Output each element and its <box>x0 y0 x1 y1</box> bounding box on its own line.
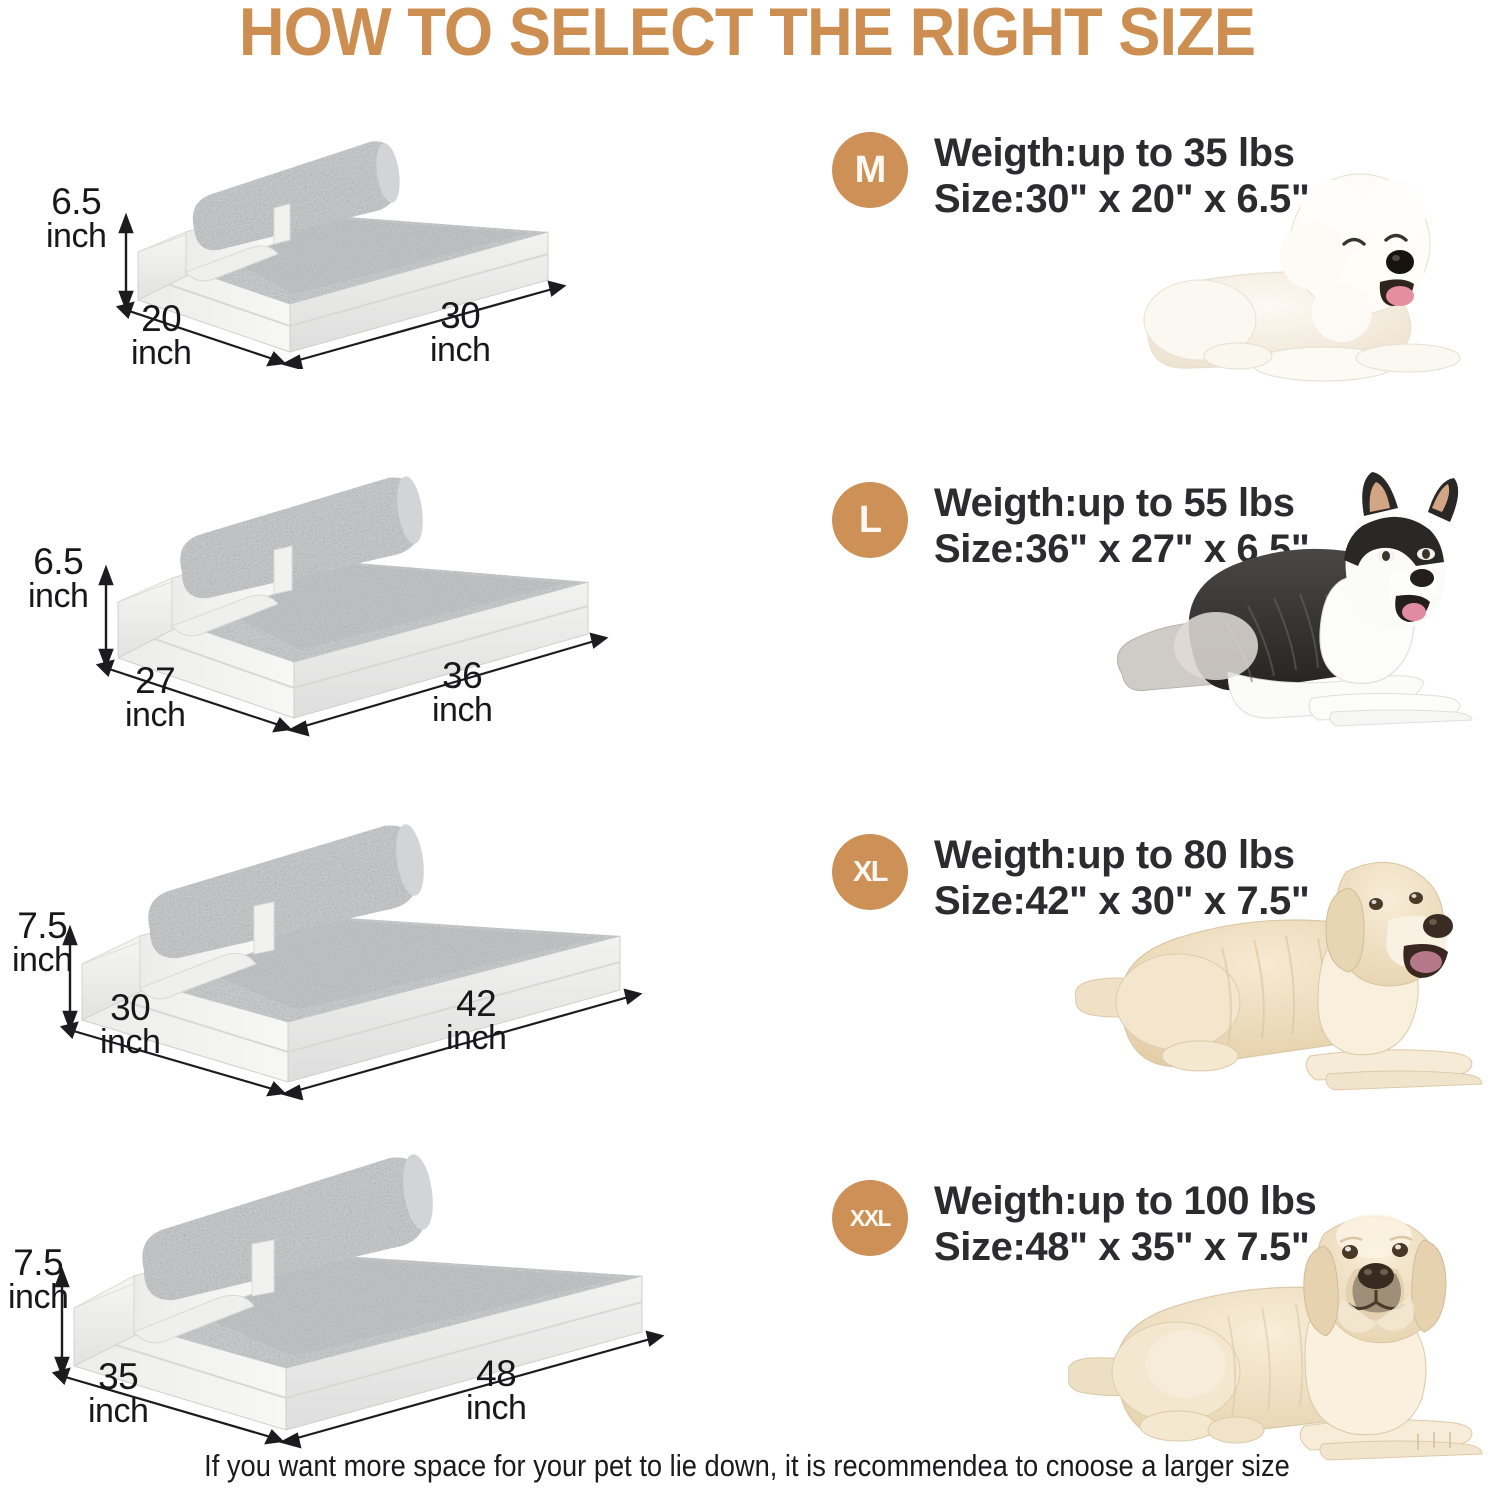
spec-text-l: Weigth:up to 55 lbs Size:36" x 27" x 6.5… <box>934 480 1310 572</box>
dog-photo-yellow-labrador <box>1067 1192 1488 1470</box>
spec-block-l: L Weigth:up to 55 lbs Size:36" x 27" x 6… <box>832 480 1310 572</box>
dim-height-l: 6.5 inch <box>28 541 89 616</box>
spec-text-m: Weigth:up to 35 lbs Size:30" x 20" x 6.5… <box>934 130 1310 222</box>
size-badge-xxl: XXL <box>832 1180 908 1256</box>
dim-width-l: 36 inch <box>432 655 493 730</box>
size-row-xxl: 7.5 inch 35 inch 48 inch XXL Weigth:up t… <box>0 1140 1494 1470</box>
page-title: HOW TO SELECT THE RIGHT SIZE <box>238 0 1256 70</box>
size-badge-m: M <box>832 132 908 208</box>
size-line-m: Size:30" x 20" x 6.5" <box>934 177 1310 221</box>
size-row-m: 6.5 inch 20 inch 30 inch M Weigth:up to … <box>0 96 1494 396</box>
dim-width-m: 30 inch <box>430 295 491 370</box>
weight-line-m: Weigth:up to 35 lbs <box>934 131 1295 175</box>
spec-block-xl: XL Weigth:up to 80 lbs Size:42" x 30" x … <box>832 832 1310 924</box>
spec-text-xl: Weigth:up to 80 lbs Size:42" x 30" x 7.5… <box>934 832 1310 924</box>
dim-height-m: 6.5 inch <box>46 181 107 256</box>
dog-photo-siberian-husky <box>1096 460 1488 730</box>
weight-line-l: Weigth:up to 55 lbs <box>934 481 1295 525</box>
size-badge-l: L <box>832 482 908 558</box>
weight-line-xxl: Weigth:up to 100 lbs <box>934 1179 1317 1223</box>
bed-illustration-xxl <box>26 1130 686 1450</box>
bed-illustration-m <box>78 104 598 369</box>
dim-depth-m: 20 inch <box>131 298 192 373</box>
dim-height-xl: 7.5 inch <box>12 905 73 980</box>
size-row-l: 6.5 inch 27 inch 36 inch L Weigth:up to … <box>0 440 1494 760</box>
dim-width-xxl: 48 inch <box>466 1353 527 1428</box>
dim-depth-xxl: 35 inch <box>88 1356 149 1431</box>
size-badge-xl: XL <box>832 834 908 910</box>
spec-text-xxl: Weigth:up to 100 lbs Size:48" x 35" x 7.… <box>934 1178 1317 1270</box>
dim-height-xxl: 7.5 inch <box>8 1242 69 1317</box>
weight-line-xl: Weigth:up to 80 lbs <box>934 833 1295 877</box>
size-row-xl: 7.5 inch 30 inch 42 inch XL Weigth:up to… <box>0 790 1494 1120</box>
dim-width-xl: 42 inch <box>446 983 507 1058</box>
spec-block-m: M Weigth:up to 35 lbs Size:30" x 20" x 6… <box>832 130 1310 222</box>
dog-photo-golden-retriever <box>1072 828 1488 1108</box>
spec-block-xxl: XXL Weigth:up to 100 lbs Size:48" x 35" … <box>832 1178 1317 1270</box>
dim-depth-l: 27 inch <box>125 660 186 735</box>
dog-photo-bichon-frise-white <box>1128 152 1480 392</box>
size-line-xl: Size:42" x 30" x 7.5" <box>934 879 1310 923</box>
bed-illustration-l <box>76 450 636 740</box>
footer-note: If you want more space for your pet to l… <box>204 1448 1290 1483</box>
dim-depth-xl: 30 inch <box>100 987 161 1062</box>
size-line-xxl: Size:48" x 35" x 7.5" <box>934 1225 1310 1269</box>
bed-illustration-xl <box>48 800 668 1100</box>
